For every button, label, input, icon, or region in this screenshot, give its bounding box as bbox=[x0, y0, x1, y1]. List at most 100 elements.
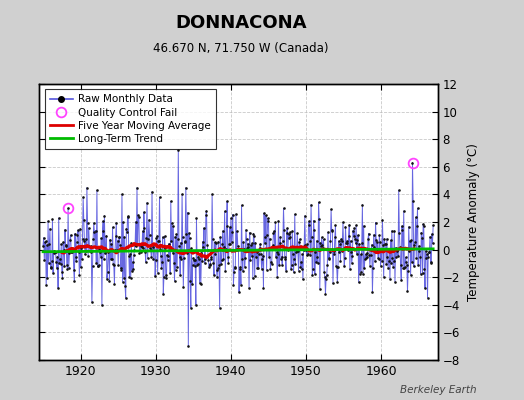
Y-axis label: Temperature Anomaly (°C): Temperature Anomaly (°C) bbox=[467, 143, 479, 301]
Point bbox=[99, 228, 107, 234]
Point bbox=[193, 260, 202, 267]
Point bbox=[411, 214, 420, 220]
Point bbox=[344, 247, 352, 254]
Point bbox=[76, 226, 84, 232]
Point bbox=[231, 265, 239, 272]
Point bbox=[267, 260, 276, 267]
Point bbox=[83, 184, 91, 191]
Point bbox=[134, 212, 143, 219]
Point bbox=[303, 241, 311, 248]
Point bbox=[107, 241, 115, 248]
Point bbox=[148, 244, 157, 250]
Point bbox=[241, 255, 249, 262]
Point bbox=[305, 238, 314, 244]
Point bbox=[219, 228, 227, 234]
Point bbox=[254, 265, 263, 272]
Point bbox=[86, 248, 94, 254]
Point bbox=[85, 243, 94, 249]
Point bbox=[96, 249, 104, 255]
Point bbox=[369, 264, 377, 271]
Point bbox=[150, 241, 159, 247]
Point bbox=[137, 242, 146, 249]
Point bbox=[350, 233, 358, 239]
Point bbox=[318, 234, 326, 240]
Point bbox=[119, 219, 127, 226]
Point bbox=[56, 256, 64, 262]
Point bbox=[285, 235, 293, 242]
Point bbox=[171, 234, 179, 240]
Point bbox=[398, 227, 407, 233]
Point bbox=[145, 217, 153, 223]
Point bbox=[136, 241, 144, 247]
Point bbox=[218, 241, 226, 248]
Point bbox=[347, 260, 356, 266]
Point bbox=[48, 258, 56, 264]
Point bbox=[263, 266, 271, 273]
Point bbox=[134, 241, 142, 248]
Point bbox=[325, 248, 334, 255]
Point bbox=[299, 276, 307, 283]
Point bbox=[304, 250, 312, 257]
Point bbox=[243, 236, 251, 242]
Point bbox=[320, 268, 329, 275]
Point bbox=[53, 254, 62, 260]
Point bbox=[336, 258, 345, 264]
Point bbox=[395, 230, 403, 236]
Point bbox=[292, 248, 301, 254]
Point bbox=[161, 272, 170, 278]
Point bbox=[399, 208, 408, 214]
Point bbox=[266, 265, 275, 272]
Point bbox=[160, 233, 169, 240]
Point bbox=[354, 279, 363, 286]
Point bbox=[364, 235, 372, 242]
Point bbox=[45, 241, 53, 247]
Point bbox=[413, 223, 421, 230]
Point bbox=[116, 265, 125, 272]
Point bbox=[304, 221, 313, 228]
Point bbox=[176, 271, 184, 278]
Point bbox=[105, 278, 114, 284]
Point bbox=[87, 243, 95, 250]
Point bbox=[94, 263, 102, 270]
Point bbox=[42, 282, 50, 288]
Point bbox=[181, 239, 189, 245]
Point bbox=[214, 238, 223, 245]
Point bbox=[262, 212, 270, 218]
Point bbox=[208, 191, 216, 198]
Point bbox=[227, 239, 236, 245]
Point bbox=[105, 248, 113, 254]
Point bbox=[159, 290, 168, 297]
Point bbox=[414, 261, 422, 268]
Point bbox=[50, 248, 59, 254]
Point bbox=[333, 264, 341, 271]
Point bbox=[115, 234, 123, 240]
Point bbox=[321, 274, 329, 280]
Point bbox=[351, 236, 359, 243]
Point bbox=[187, 304, 195, 311]
Point bbox=[162, 275, 171, 282]
Point bbox=[269, 230, 278, 236]
Point bbox=[106, 256, 115, 262]
Point bbox=[357, 240, 366, 246]
Point bbox=[314, 199, 323, 206]
Point bbox=[131, 241, 139, 248]
Point bbox=[269, 242, 277, 249]
Point bbox=[298, 251, 307, 258]
Point bbox=[49, 270, 57, 276]
Point bbox=[140, 209, 148, 215]
Point bbox=[270, 228, 278, 234]
Point bbox=[244, 243, 253, 250]
Point bbox=[365, 230, 373, 237]
Point bbox=[177, 256, 185, 262]
Point bbox=[211, 239, 219, 246]
Point bbox=[103, 275, 111, 282]
Point bbox=[219, 256, 227, 262]
Point bbox=[217, 261, 225, 268]
Point bbox=[106, 236, 114, 243]
Point bbox=[228, 229, 236, 235]
Point bbox=[370, 244, 378, 250]
Point bbox=[170, 260, 178, 266]
Point bbox=[180, 238, 189, 244]
Point bbox=[407, 272, 415, 278]
Point bbox=[154, 270, 162, 276]
